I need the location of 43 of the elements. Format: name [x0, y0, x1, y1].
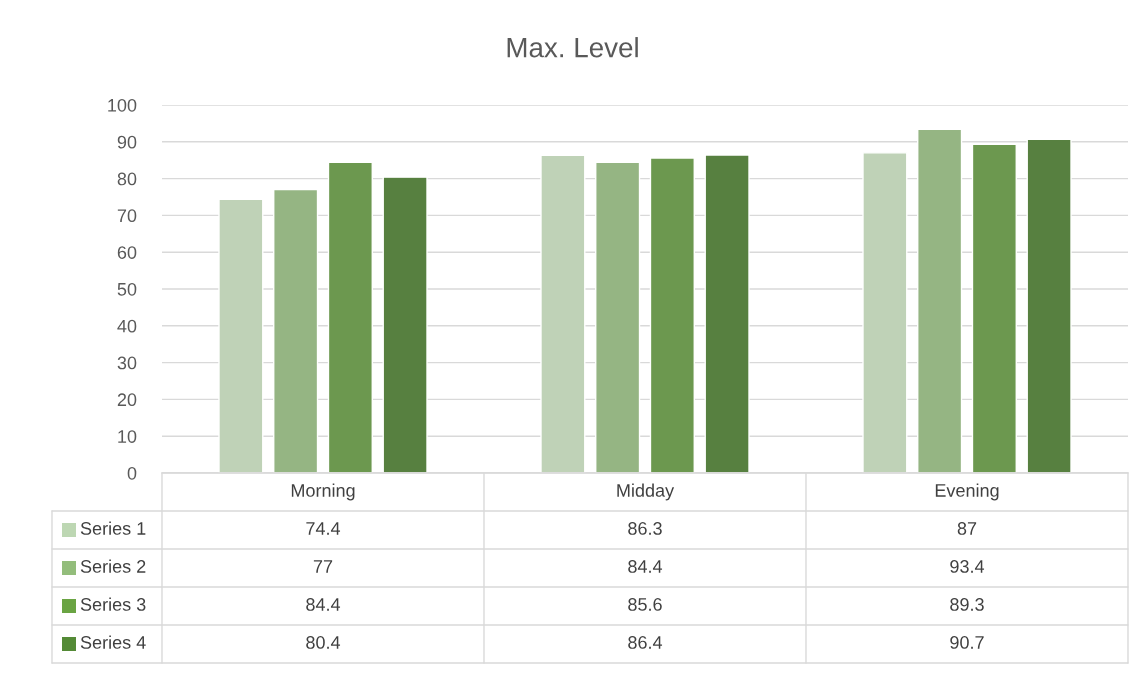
- x-tick-label: Midday: [617, 483, 675, 501]
- legend-label: Series 2: [80, 559, 146, 573]
- y-tick-label: 10: [118, 430, 137, 443]
- y-tick-label: 80: [117, 172, 137, 186]
- data-label: 90.7: [950, 636, 984, 649]
- y-tick-label: 30: [117, 356, 137, 370]
- y-tick-label: 50: [117, 282, 137, 296]
- data-label: 74.4: [306, 522, 341, 535]
- y-tick-label: 60: [117, 246, 137, 259]
- bar: [917, 128, 963, 473]
- y-tick-label: 90: [117, 135, 137, 149]
- bar: [273, 188, 319, 473]
- bar: [327, 161, 373, 473]
- x-tick-label: Morning: [291, 483, 355, 501]
- y-tick-label: 40: [117, 319, 137, 333]
- x-tick-label: Evening: [935, 483, 999, 501]
- data-label: 84.4: [306, 598, 341, 611]
- data-label: 80.4: [306, 636, 341, 649]
- y-tick-label: 0: [127, 466, 137, 480]
- data-label: 86.4: [628, 636, 663, 649]
- data-label: 86.3: [628, 522, 662, 535]
- data-label: 84.4: [628, 560, 663, 573]
- data-label: 77: [313, 560, 333, 573]
- bar: [862, 152, 908, 473]
- y-tick-label: 70: [117, 209, 137, 223]
- chart-title: Max. Level: [507, 37, 638, 58]
- bar: [540, 154, 586, 473]
- bar: [595, 161, 641, 473]
- y-tick-label: 100: [108, 98, 137, 112]
- legend-label: Series 3: [80, 597, 146, 611]
- bar: [704, 154, 750, 473]
- data-label: 93.4: [950, 560, 985, 573]
- data-label: 85.6: [628, 598, 662, 611]
- bar: [382, 176, 428, 473]
- bar: [971, 143, 1017, 473]
- legend-label: Series 1: [80, 521, 146, 535]
- legend-label: Series 4: [80, 635, 146, 649]
- data-label: 87: [957, 522, 977, 535]
- bar: [218, 198, 264, 473]
- y-tick-label: 20: [117, 393, 137, 407]
- bar: [1026, 138, 1072, 473]
- bar: [649, 157, 695, 473]
- data-label: 89.3: [950, 598, 984, 611]
